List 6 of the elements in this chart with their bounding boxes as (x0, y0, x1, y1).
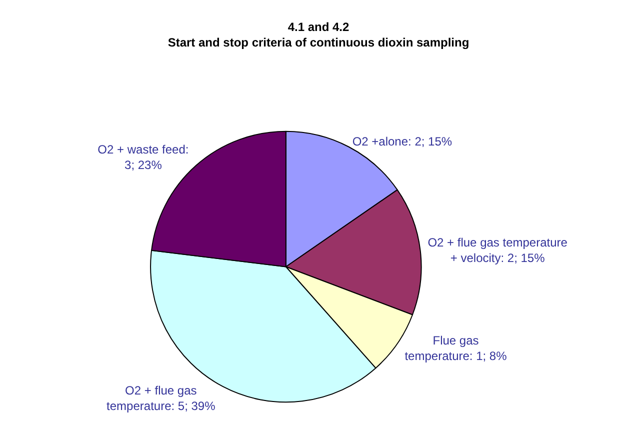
slice-label: O2 + flue gas temperature: 5; 39% (106, 383, 216, 414)
slice-label: O2 +alone: 2; 15% (352, 134, 452, 148)
slice-label: O2 + waste feed: 3; 23% (98, 142, 189, 172)
slice-label: O2 + flue gas temperature + velocity: 2; 15% (428, 235, 568, 266)
slice-label: Flue gas temperature: 1; 8% (404, 334, 508, 364)
chart-title: 4.1 and 4.2 Start and stop criteria of continuous dioxin sampling (168, 20, 470, 50)
